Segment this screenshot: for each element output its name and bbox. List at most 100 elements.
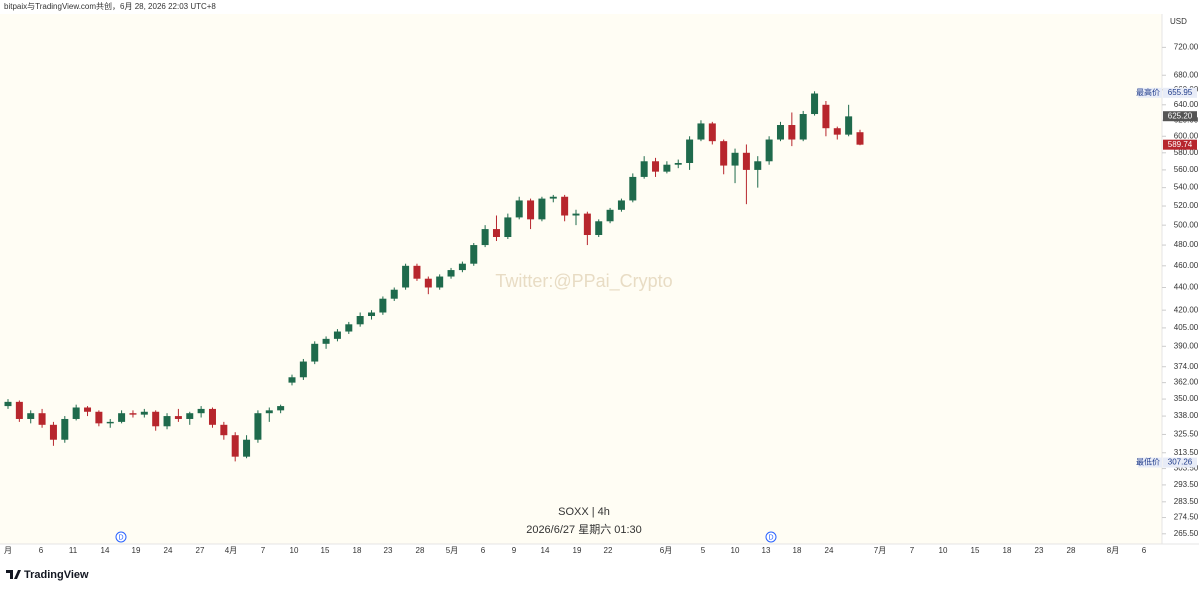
candle-body	[629, 176, 637, 201]
candle-body	[231, 435, 239, 457]
candle-body	[49, 424, 57, 440]
x-tick-label: 23	[1035, 546, 1044, 555]
candle-body	[95, 411, 103, 424]
candle-body	[492, 229, 500, 238]
candle-body	[4, 401, 12, 407]
candle-body	[856, 132, 864, 145]
candle-body	[208, 408, 216, 425]
x-tick-label: 14	[101, 546, 110, 555]
candle-body	[265, 410, 273, 414]
x-tick-label: 5	[701, 546, 706, 555]
candle-body	[15, 401, 23, 419]
candle-body	[152, 411, 160, 427]
candle-body	[413, 265, 421, 279]
x-tick-label: 6月	[660, 546, 672, 555]
y-tick-label: 350.00	[1174, 394, 1199, 403]
x-tick-label: 11	[69, 546, 78, 555]
candle-body	[765, 139, 773, 162]
candle-body	[402, 265, 410, 288]
watermark: Twitter:@PPai_Crypto	[495, 271, 672, 292]
x-tick-label: 27	[196, 546, 205, 555]
event-marker-label: D	[118, 534, 123, 541]
candle-body	[527, 200, 535, 220]
y-tick-label: 283.50	[1174, 497, 1199, 506]
event-marker	[765, 531, 777, 543]
candle-body	[368, 312, 376, 317]
marker-value-box	[1163, 87, 1197, 98]
candle-body	[345, 324, 353, 332]
candle-body	[833, 128, 841, 135]
last-price-box	[1163, 111, 1197, 122]
y-tick-label: 600.00	[1174, 131, 1199, 140]
x-tick-label: 10	[731, 546, 740, 555]
candle-body	[799, 114, 807, 140]
marker-value: 307.26	[1168, 458, 1193, 467]
candle-body	[186, 413, 194, 419]
candle-body	[129, 413, 137, 415]
candle-body	[72, 407, 80, 419]
y-tick-label: 338.00	[1174, 411, 1199, 420]
y-tick-label: 303.50	[1174, 464, 1199, 473]
candle-body	[390, 289, 398, 299]
event-marker	[115, 531, 127, 543]
candle-body	[311, 343, 319, 362]
y-tick-label: 480.00	[1174, 240, 1199, 249]
y-tick-label: 640.00	[1174, 100, 1199, 109]
candle-body	[845, 116, 853, 135]
candle-body	[277, 406, 285, 411]
y-tick-label: 405.00	[1174, 323, 1199, 332]
x-tick-label: 24	[825, 546, 834, 555]
candle-body	[606, 209, 614, 222]
x-tick-label: 9	[512, 546, 517, 555]
x-tick-label: 14	[541, 546, 550, 555]
candle-body	[583, 213, 591, 236]
x-tick-label: 10	[939, 546, 948, 555]
candle-body	[197, 408, 205, 414]
candle-body	[674, 162, 682, 165]
x-tick-label: 18	[1003, 546, 1012, 555]
y-tick-label: 540.00	[1174, 183, 1199, 192]
chart-title: SOXX | 4h	[558, 506, 610, 518]
last-price: 625.20	[1168, 111, 1193, 120]
x-tick-label: 7月	[874, 546, 886, 555]
y-tick-label: 362.00	[1174, 378, 1199, 387]
x-tick-label: 10	[290, 546, 299, 555]
candle-body	[811, 93, 819, 115]
x-tick-label: 19	[573, 546, 582, 555]
candle-body	[163, 416, 171, 427]
candle-body	[731, 152, 739, 166]
x-tick-label: 28	[416, 546, 425, 555]
x-tick-label: 7	[261, 546, 266, 555]
candle-body	[106, 421, 114, 424]
candle-body	[776, 125, 784, 140]
x-tick-label: 19	[132, 546, 141, 555]
y-tick-label: 274.50	[1174, 513, 1199, 522]
x-tick-label: 5月	[446, 546, 458, 555]
candle-body	[220, 424, 228, 436]
candle-body	[697, 123, 705, 140]
y-tick-label: 460.00	[1174, 261, 1199, 270]
x-tick-label: 6	[1142, 546, 1147, 555]
x-tick-label: 4月	[225, 546, 237, 555]
x-tick-label: 13	[762, 546, 771, 555]
x-tick-label: 18	[353, 546, 362, 555]
candle-body	[470, 245, 478, 264]
candle-body	[243, 439, 251, 457]
marker-value-box	[1163, 457, 1197, 468]
candle-body	[617, 200, 625, 210]
y-axis-label: USD	[1170, 17, 1187, 26]
chart-subtitle: 2026/6/27 星期六 01:30	[526, 523, 642, 536]
candle-body	[504, 217, 512, 238]
candle-body	[356, 316, 364, 325]
x-tick-label: 8月	[1107, 546, 1119, 555]
candle-body	[788, 125, 796, 140]
marker-value-name: 最低价	[1136, 457, 1160, 467]
candle-body	[436, 276, 444, 288]
logo: TradingView	[6, 569, 89, 581]
candle-body	[84, 407, 92, 412]
y-tick-label: 390.00	[1174, 341, 1199, 350]
header: bitpaix与TradingView.com共创，6月 28, 2026 22…	[4, 1, 216, 11]
y-tick-label: 293.50	[1174, 480, 1199, 489]
event-marker-label: D	[768, 534, 773, 541]
